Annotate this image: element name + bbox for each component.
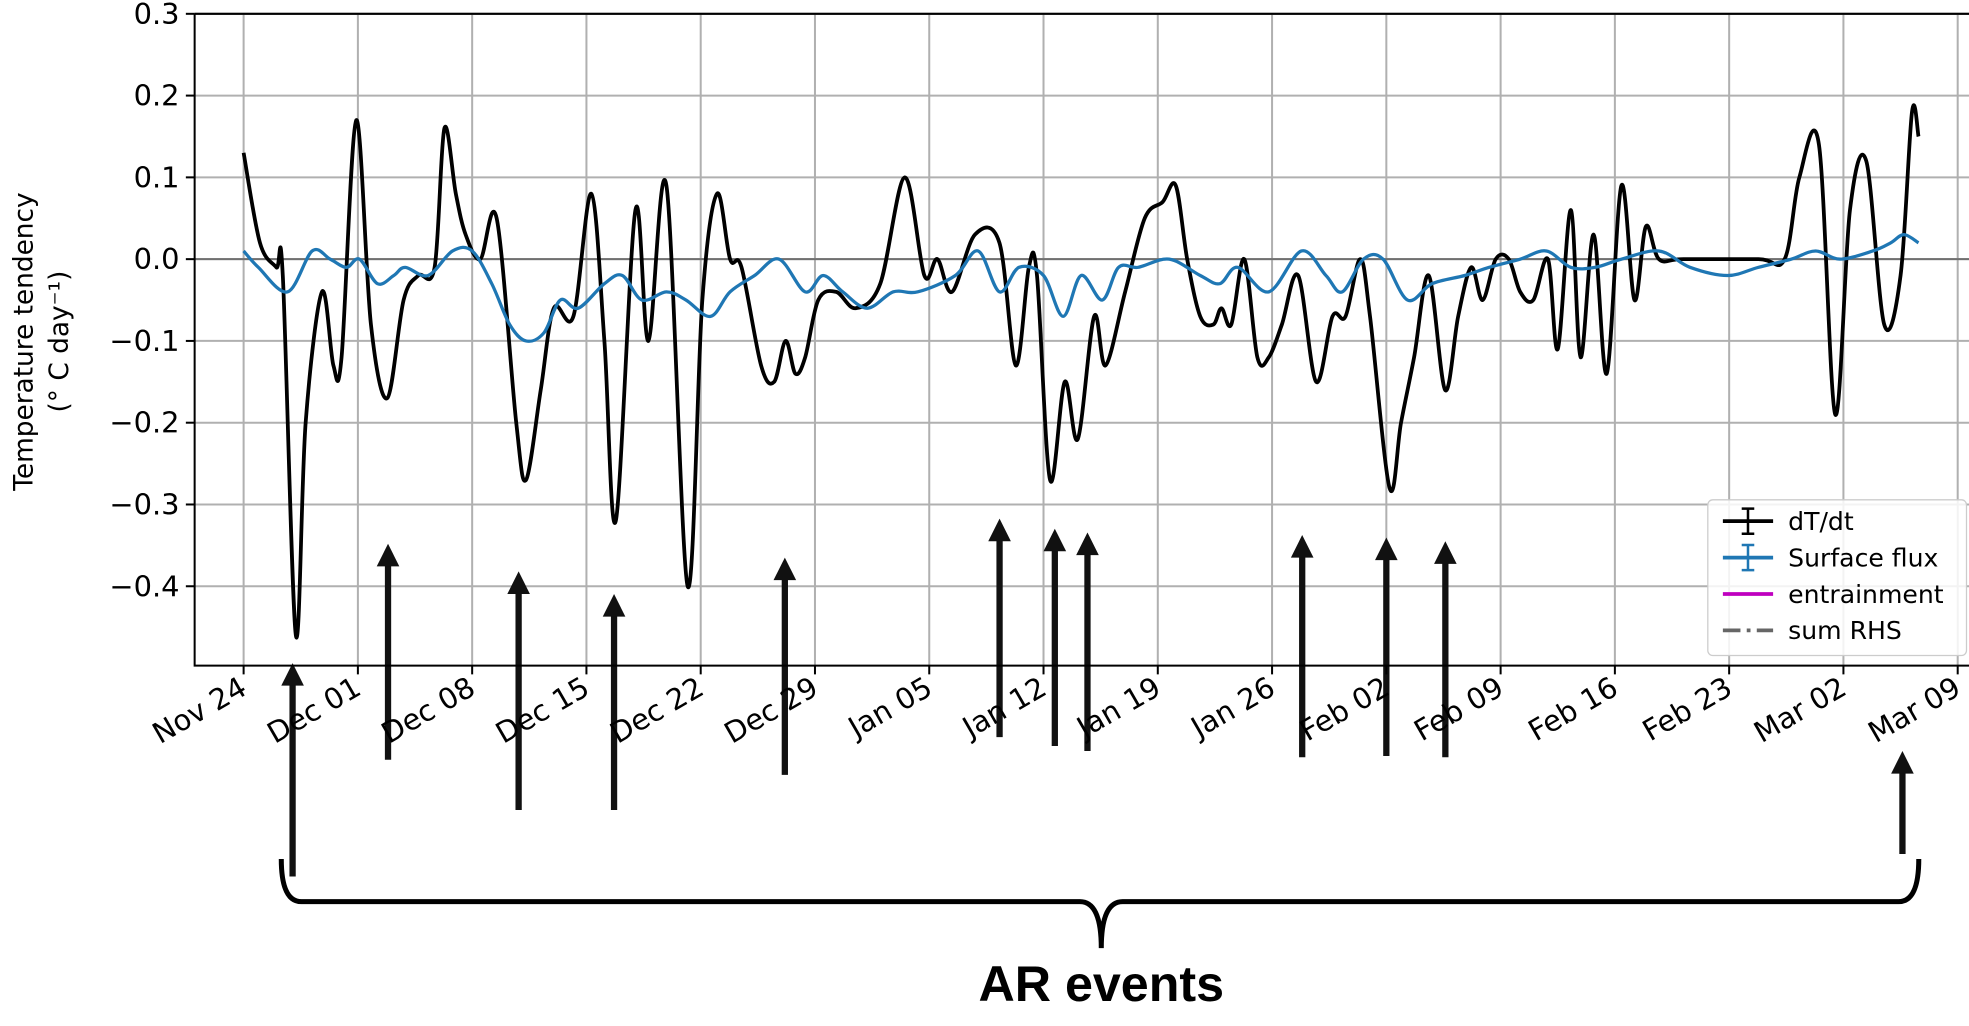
x-tick-label: Dec 29 [718, 670, 823, 750]
x-tick-label: Jan 05 [841, 670, 938, 746]
x-tick-label: Dec 15 [490, 670, 595, 750]
x-tick-label: Dec 08 [376, 670, 481, 750]
y-tick-label: 0.0 [134, 242, 180, 276]
y-tick-label: 0.2 [134, 79, 180, 113]
arrow-head [602, 594, 626, 617]
legend-errcap [1741, 507, 1755, 535]
x-tick-label: Feb 16 [1522, 670, 1623, 748]
y-tick-label: −0.2 [109, 406, 179, 440]
arrow-head [1076, 532, 1099, 556]
legend-box [1707, 499, 1968, 657]
y-tick-label: −0.4 [109, 569, 179, 603]
arrow-head [1891, 750, 1914, 774]
x-tick-label: Mar 09 [1862, 670, 1966, 750]
arrow-head [507, 571, 530, 594]
x-tick-label: Dec 22 [604, 670, 709, 750]
axes-frame [193, 12, 1969, 667]
ar-arrows [281, 518, 1914, 877]
arrow-head [281, 663, 304, 686]
y-tick-label: 0.1 [134, 160, 180, 194]
x-tick-label: Feb 02 [1294, 670, 1395, 748]
arrow-head [773, 557, 797, 581]
x-tick-label: Jan 26 [1184, 670, 1281, 746]
brace [278, 858, 1922, 949]
y-tick-label: −0.3 [109, 488, 179, 522]
series-line [241, 103, 1921, 640]
legend-label: entrainment [1788, 580, 1944, 609]
y-tick-label: −0.1 [109, 324, 179, 358]
series-line [242, 232, 1920, 343]
x-tick-label: Feb 09 [1408, 670, 1509, 748]
arrow-head [376, 543, 400, 567]
y-label: (° C day⁻¹) [45, 271, 75, 413]
arrow-head [1434, 541, 1457, 564]
legend: dT/dt Surface flux entrainment sum RHS [1707, 499, 1968, 657]
arrow-head [1290, 534, 1314, 558]
y-label: Temperature tendency [10, 192, 40, 491]
x-tick-label: Jan 19 [1069, 670, 1166, 746]
x-tick-label: Mar 02 [1748, 670, 1852, 750]
x-tick-label: Feb 23 [1637, 670, 1738, 748]
legend-label: Surface flux [1788, 543, 1938, 572]
grid [194, 12, 1969, 666]
legend-label: sum RHS [1788, 616, 1902, 645]
y-tick-label: 0.3 [134, 0, 180, 31]
x-tick-label: Jan 12 [955, 670, 1052, 746]
arrow-head [1043, 528, 1067, 552]
legend-errcap [1741, 543, 1755, 572]
arrow-head [1375, 537, 1398, 561]
arrow-head [988, 518, 1011, 542]
annotation: AR events [978, 956, 1224, 1012]
x-tick-label: Nov 24 [147, 670, 253, 751]
legend-label: dT/dt [1788, 507, 1854, 536]
x-tick-label: Dec 01 [261, 670, 366, 750]
